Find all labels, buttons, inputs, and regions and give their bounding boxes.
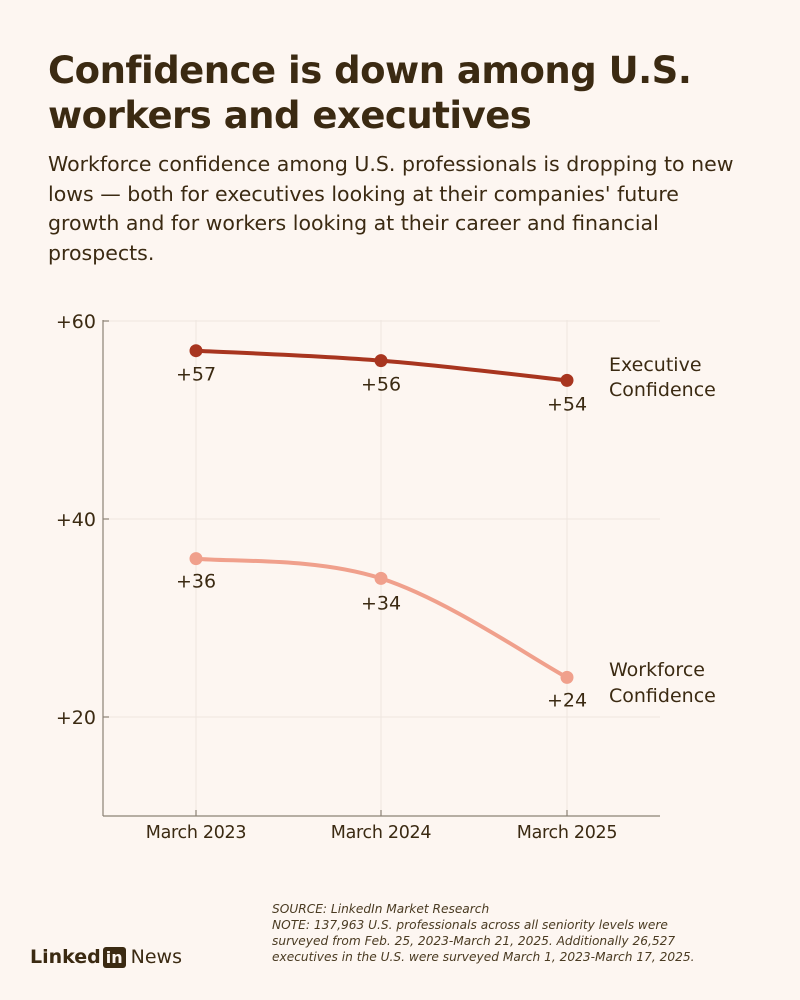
x-tick-label: March 2024	[331, 823, 432, 843]
chart-title: Confidence is down among U.S. workers an…	[48, 49, 692, 137]
logo-news-text: News	[130, 946, 182, 968]
series-name-label: Workforce	[609, 659, 705, 681]
data-label: +36	[176, 571, 216, 593]
note-line: surveyed from Feb. 25, 2023-March 21, 20…	[272, 934, 676, 948]
chart-subtitle: Workforce confidence among U.S. professi…	[48, 152, 734, 265]
data-label: +56	[361, 374, 401, 396]
note-line: NOTE: 137,963 U.S. professionals across …	[272, 918, 668, 932]
data-point	[374, 354, 388, 368]
data-label: +54	[547, 393, 587, 415]
data-label: +24	[547, 689, 587, 711]
source-line: SOURCE: LinkedIn Market Research	[272, 902, 490, 916]
linkedin-news-logo: Linked in News	[30, 946, 182, 968]
series-name-label: Confidence	[609, 379, 716, 401]
y-tick-label: +40	[56, 509, 96, 531]
source-notes: SOURCE: LinkedIn Market Research NOTE: 1…	[272, 901, 792, 965]
x-tick-label: March 2023	[146, 823, 246, 843]
note-line: executives in the U.S. were surveyed Mar…	[272, 950, 695, 964]
data-point	[189, 344, 203, 358]
data-label: +34	[361, 592, 401, 614]
x-tick-label: March 2025	[517, 823, 617, 843]
y-tick-label: +20	[56, 707, 96, 729]
y-tick-label: +60	[56, 311, 96, 333]
series-name-label: Confidence	[609, 685, 716, 707]
data-point	[374, 571, 388, 585]
data-point	[189, 552, 203, 566]
series-name-label: Executive	[609, 354, 702, 376]
data-point	[560, 670, 574, 684]
logo-in-box: in	[102, 946, 126, 968]
logo-linked-text: Linked	[30, 946, 101, 968]
data-label: +57	[176, 364, 216, 386]
data-point	[560, 373, 574, 387]
